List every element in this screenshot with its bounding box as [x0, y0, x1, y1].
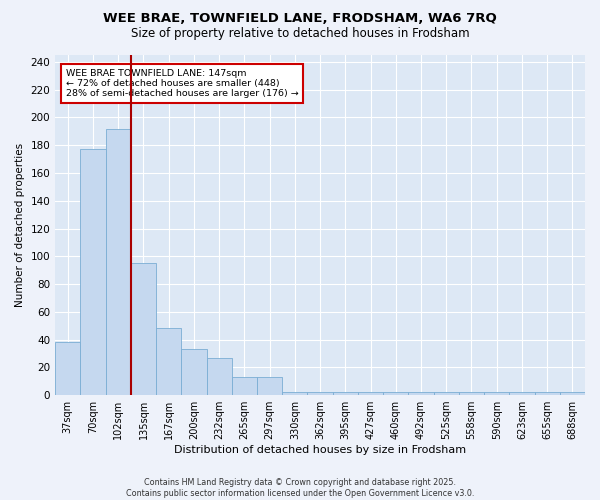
Text: WEE BRAE TOWNFIELD LANE: 147sqm
← 72% of detached houses are smaller (448)
28% o: WEE BRAE TOWNFIELD LANE: 147sqm ← 72% of… — [66, 68, 299, 98]
Bar — [307, 392, 332, 395]
Bar — [560, 392, 585, 395]
Bar — [409, 392, 434, 395]
Bar — [156, 328, 181, 395]
Bar — [459, 392, 484, 395]
Bar — [332, 392, 358, 395]
Bar — [206, 358, 232, 395]
Bar — [535, 392, 560, 395]
Bar — [282, 392, 307, 395]
Y-axis label: Number of detached properties: Number of detached properties — [15, 143, 25, 307]
Bar — [80, 150, 106, 395]
Bar — [358, 392, 383, 395]
Bar — [484, 392, 509, 395]
Bar — [106, 128, 131, 395]
Text: Size of property relative to detached houses in Frodsham: Size of property relative to detached ho… — [131, 28, 469, 40]
X-axis label: Distribution of detached houses by size in Frodsham: Distribution of detached houses by size … — [174, 445, 466, 455]
Bar — [131, 263, 156, 395]
Bar — [55, 342, 80, 395]
Bar — [434, 392, 459, 395]
Text: Contains HM Land Registry data © Crown copyright and database right 2025.
Contai: Contains HM Land Registry data © Crown c… — [126, 478, 474, 498]
Bar — [509, 392, 535, 395]
Text: WEE BRAE, TOWNFIELD LANE, FRODSHAM, WA6 7RQ: WEE BRAE, TOWNFIELD LANE, FRODSHAM, WA6 … — [103, 12, 497, 26]
Bar — [232, 377, 257, 395]
Bar — [181, 350, 206, 395]
Bar — [383, 392, 409, 395]
Bar — [257, 377, 282, 395]
